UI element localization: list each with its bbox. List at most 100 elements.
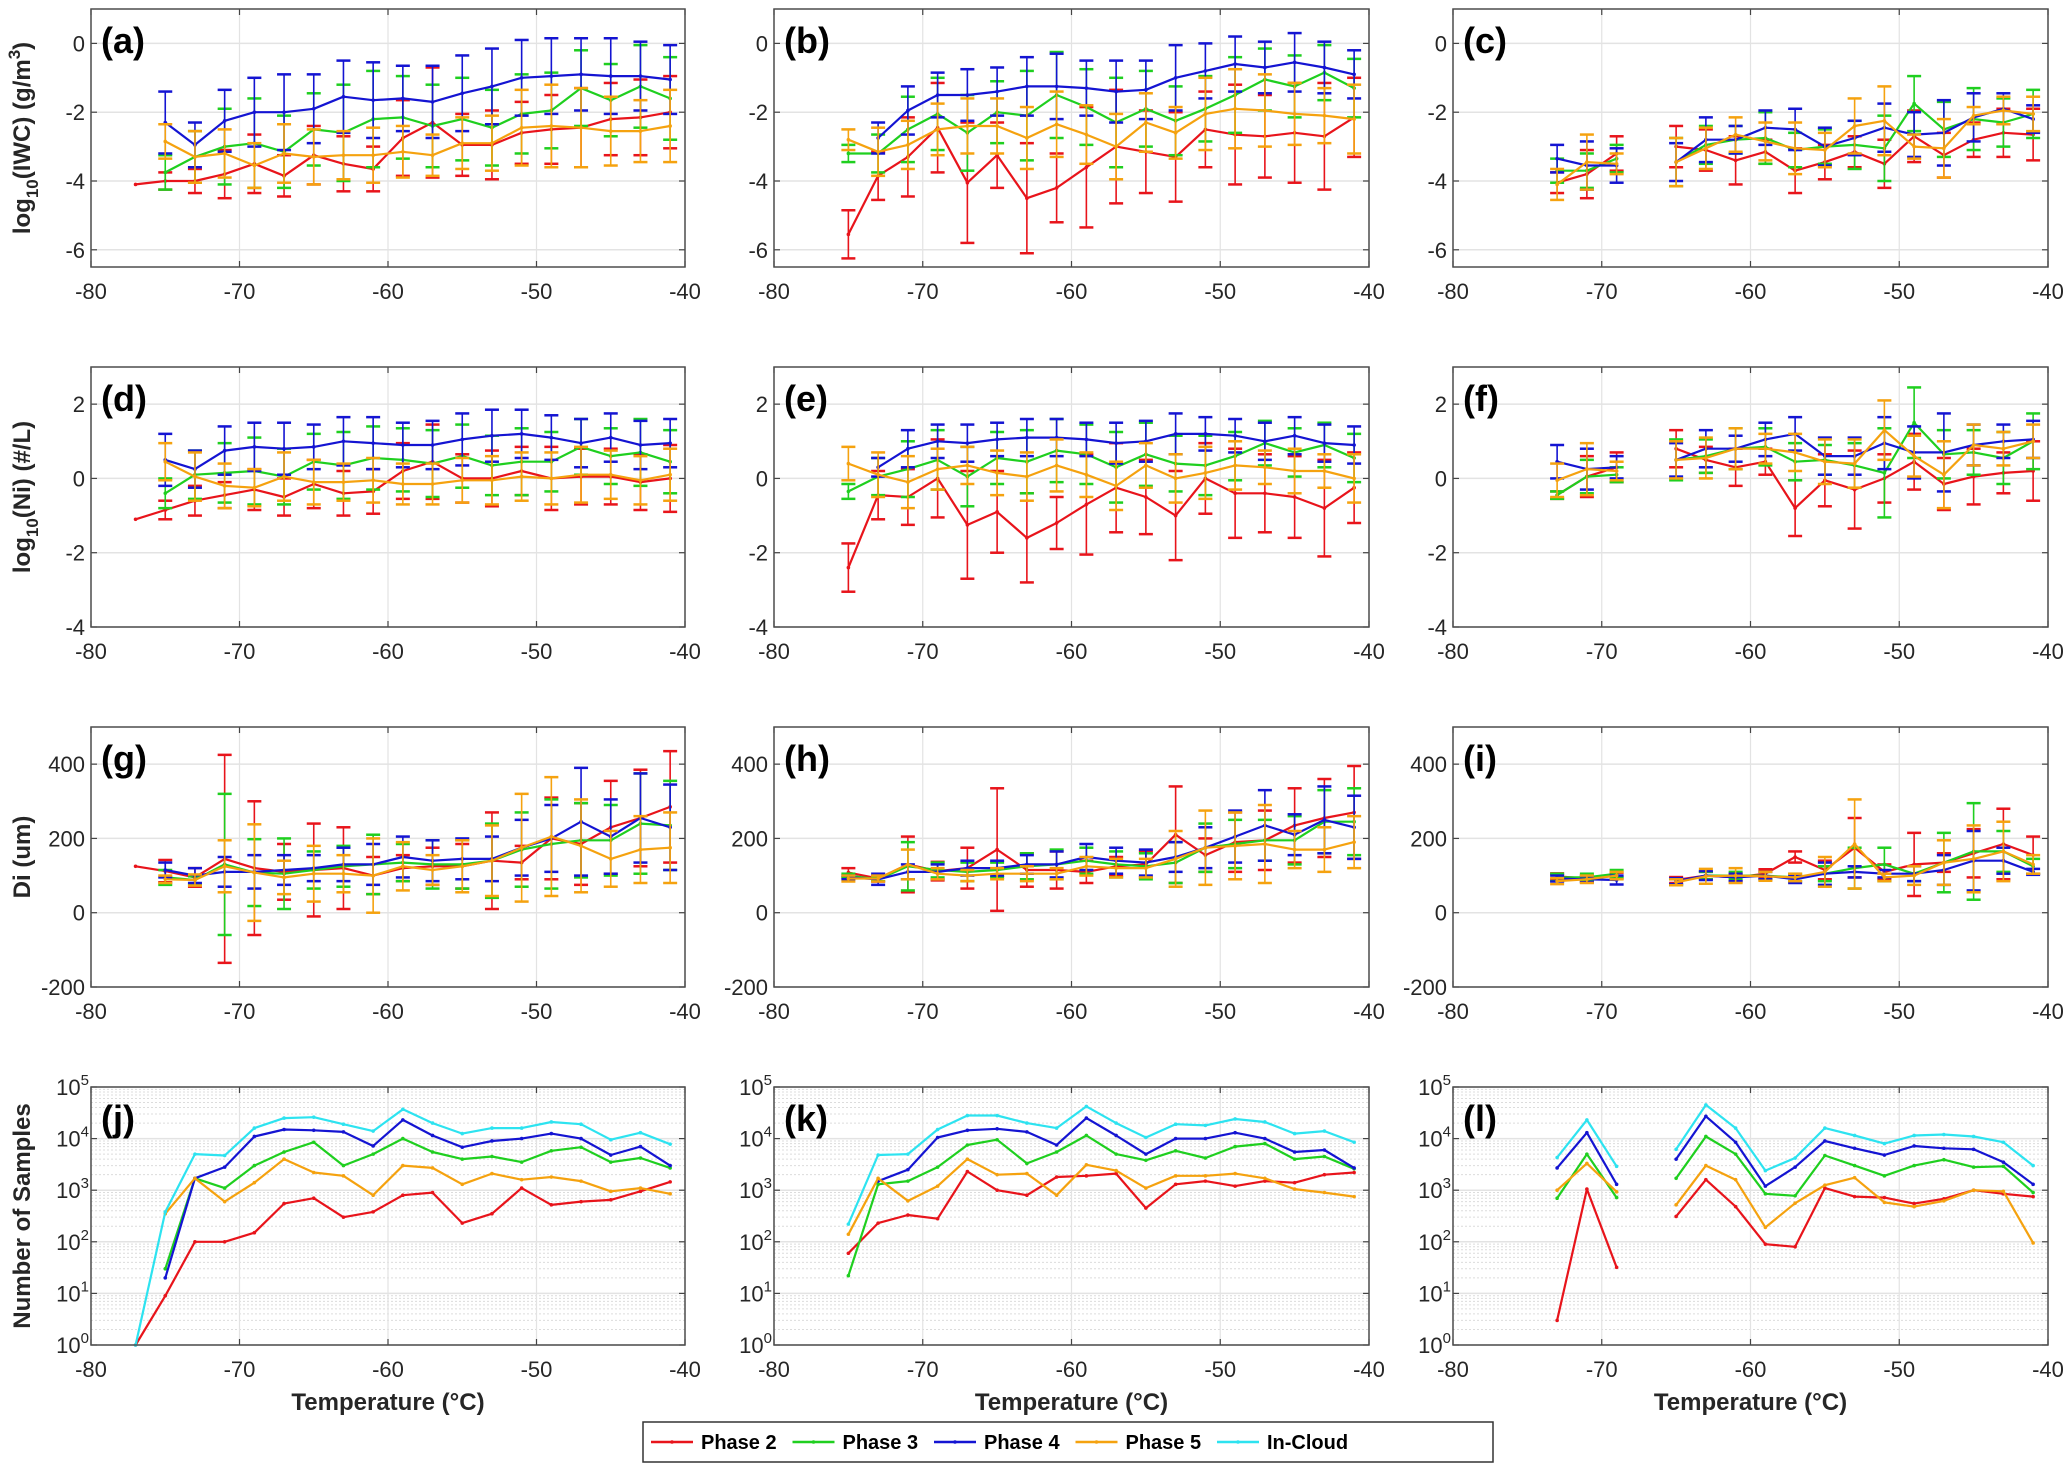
data-point xyxy=(1555,1188,1559,1192)
data-point xyxy=(1971,1134,1976,1139)
data-point xyxy=(163,868,168,872)
y-tick-label: 400 xyxy=(731,752,768,777)
y-tick-label: 105 xyxy=(56,1072,89,1100)
data-point xyxy=(371,441,375,445)
data-point xyxy=(608,435,613,440)
data-point xyxy=(311,1115,316,1119)
data-point xyxy=(1674,1147,1678,1152)
data-point xyxy=(846,489,851,494)
legend-item-phase-3[interactable]: Phase 3 xyxy=(792,1432,919,1454)
data-point xyxy=(1912,1201,1916,1206)
data-point xyxy=(1025,871,1029,876)
series-phase-5 xyxy=(1550,85,2041,202)
data-point xyxy=(490,1171,494,1176)
data-point xyxy=(1322,1190,1327,1195)
data-point xyxy=(1352,1140,1356,1145)
series-phase-5 xyxy=(841,438,1362,512)
data-point xyxy=(1912,1144,1916,1148)
y-tick-label: 103 xyxy=(1418,1175,1451,1203)
data-point xyxy=(1352,1170,1356,1175)
series-line xyxy=(164,1118,671,1279)
panel-label: (b) xyxy=(784,20,830,61)
data-point xyxy=(1971,1165,1976,1169)
data-point xyxy=(1585,467,1589,471)
data-point xyxy=(1173,857,1178,861)
data-point xyxy=(519,1186,524,1190)
legend-item-phase-2[interactable]: Phase 2 xyxy=(651,1432,777,1454)
data-point xyxy=(1614,1195,1619,1200)
data-point xyxy=(995,124,999,128)
data-point xyxy=(995,89,999,94)
data-point xyxy=(579,1136,583,1141)
data-point xyxy=(371,478,375,483)
data-point xyxy=(1263,65,1267,70)
series-line xyxy=(164,1157,671,1215)
series-phase-5 xyxy=(158,83,678,190)
x-tick-label: -70 xyxy=(1586,1357,1618,1382)
data-point xyxy=(1322,1172,1327,1177)
y-tick-label: -200 xyxy=(41,975,85,1000)
data-point xyxy=(1173,1136,1178,1141)
data-point xyxy=(1025,435,1029,440)
data-point xyxy=(1292,847,1297,852)
data-point xyxy=(341,1122,346,1127)
data-point xyxy=(1144,1186,1148,1190)
x-tick-label: -80 xyxy=(1437,279,1469,304)
series-line xyxy=(164,124,671,167)
data-point xyxy=(1912,144,1916,149)
data-point xyxy=(1704,456,1708,460)
x-axis-label: Temperature (°C) xyxy=(975,1389,1168,1416)
y-tick-label: -4 xyxy=(748,169,768,194)
series-phase-3 xyxy=(163,1136,672,1271)
x-tick-label: -80 xyxy=(1437,999,1469,1024)
data-point xyxy=(1292,495,1297,499)
y-tick-label: 104 xyxy=(1418,1124,1451,1152)
data-point xyxy=(1585,160,1589,164)
y-tick-label: 101 xyxy=(1418,1278,1451,1306)
data-point xyxy=(1352,72,1356,77)
data-point xyxy=(1555,1318,1559,1323)
data-point xyxy=(163,1276,168,1280)
data-point xyxy=(490,858,494,863)
data-point xyxy=(163,1266,168,1271)
y-tick-label: 101 xyxy=(739,1278,772,1306)
data-point xyxy=(1233,62,1237,66)
legend-item-phase-5[interactable]: Phase 5 xyxy=(1075,1432,1202,1454)
data-point xyxy=(371,1210,375,1214)
data-point xyxy=(1025,1171,1029,1176)
data-point xyxy=(965,124,970,128)
x-tick-label: -40 xyxy=(1353,1357,1385,1382)
data-point xyxy=(311,480,316,484)
data-point xyxy=(252,870,257,875)
data-point xyxy=(1971,443,1976,447)
data-point xyxy=(846,1251,851,1256)
x-tick-label: -50 xyxy=(1204,1357,1236,1382)
data-point xyxy=(460,478,465,483)
x-tick-label: -60 xyxy=(372,1357,404,1382)
data-point xyxy=(460,1145,465,1150)
legend-item-in-cloud[interactable]: In-Cloud xyxy=(1217,1432,1348,1454)
data-point xyxy=(460,1157,465,1161)
x-tick-label: -70 xyxy=(1586,279,1618,304)
data-point xyxy=(1263,1141,1267,1146)
data-point xyxy=(163,1210,168,1214)
data-point xyxy=(519,1177,524,1182)
data-point xyxy=(608,1153,613,1157)
data-point xyxy=(1114,484,1118,488)
data-point xyxy=(1793,1245,1797,1249)
data-point xyxy=(1352,117,1356,121)
series-line xyxy=(847,1170,1355,1254)
data-point xyxy=(1585,1187,1589,1191)
legend-item-phase-4[interactable]: Phase 4 xyxy=(934,1432,1060,1454)
data-point xyxy=(1763,1225,1768,1230)
y-tick-label: 102 xyxy=(56,1227,89,1255)
x-tick-label: -50 xyxy=(1883,279,1915,304)
x-tick-label: -50 xyxy=(521,999,553,1024)
data-point xyxy=(549,1149,554,1153)
data-point xyxy=(608,472,613,477)
data-point xyxy=(1942,472,1946,477)
data-point xyxy=(935,1135,940,1140)
data-point xyxy=(1793,1193,1797,1198)
data-point xyxy=(2001,1140,2006,1145)
y-tick-label: -4 xyxy=(1427,169,1447,194)
